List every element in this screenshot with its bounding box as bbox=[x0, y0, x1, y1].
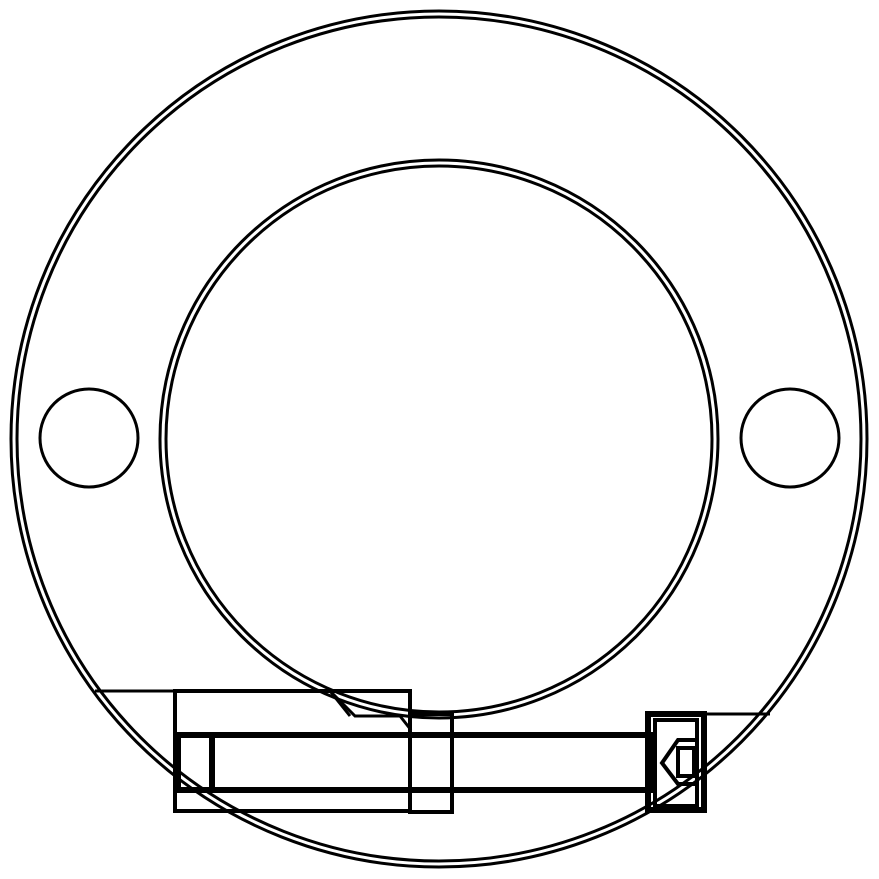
outer-flange-ring bbox=[9, 9, 869, 869]
left-mounting-hole bbox=[38, 387, 140, 489]
right-mounting-hole bbox=[739, 387, 841, 489]
inner-bore-circle bbox=[158, 158, 720, 720]
nut-inner bbox=[653, 718, 699, 808]
chamfer-line bbox=[328, 690, 352, 717]
bolt-thread-left bbox=[175, 732, 215, 793]
clamp-block-outline bbox=[95, 689, 413, 731]
bolt-collar bbox=[408, 712, 454, 814]
nut-hex-core bbox=[676, 746, 696, 778]
nut-hex-face bbox=[659, 738, 695, 786]
clamp-bolt-assembly bbox=[95, 689, 770, 814]
bolt-shank bbox=[175, 732, 653, 793]
